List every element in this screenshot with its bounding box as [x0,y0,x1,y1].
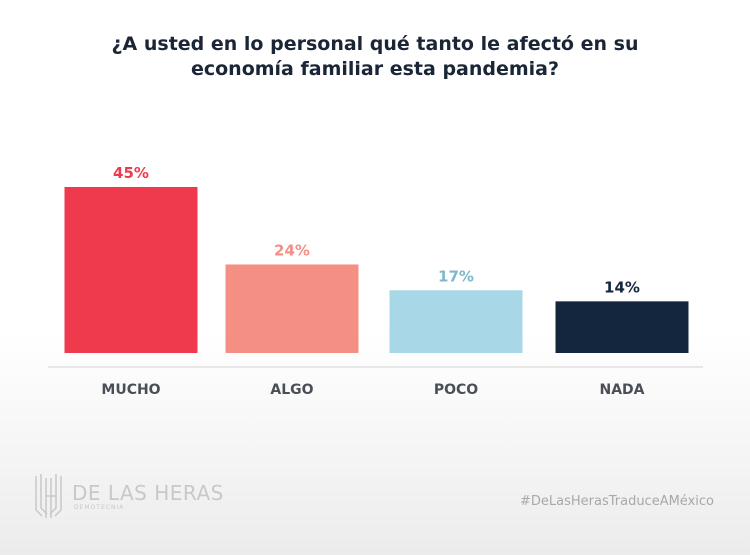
logo-subtitle: DEMOTECNIA [74,503,125,511]
bar-algo [225,264,359,353]
value-label-mucho: 45% [113,164,149,182]
chart-title-line-1: ¿A usted en lo personal qué tanto le afe… [111,33,639,55]
category-label-algo: ALGO [270,382,313,398]
category-label-poco: POCO [434,382,478,398]
bar-nada [555,301,689,353]
value-label-nada: 14% [604,278,640,296]
bar-chart: 45% MUCHO 24% ALGO 17% POCO 14% NADA [48,164,703,398]
hashtag-text: #DeLasHerasTraduceAMéxico [519,494,714,509]
company-logo: DE LAS HERAS DEMOTECNIA [32,470,224,522]
logo-text: DE LAS HERAS DEMOTECNIA [72,482,224,511]
logo-mark-icon [35,474,62,518]
bar-group: 45% MUCHO 24% ALGO 17% POCO 14% NADA [64,164,689,398]
value-label-algo: 24% [274,241,310,259]
logo-name: DE LAS HERAS [72,480,224,505]
chart-title: ¿A usted en lo personal qué tanto le afe… [75,32,675,82]
value-label-poco: 17% [438,267,474,285]
bar-mucho [64,187,198,353]
category-label-nada: NADA [599,382,644,398]
chart-title-line-2: economía familiar esta pandemia? [190,58,560,80]
bar-poco [389,290,523,353]
category-label-mucho: MUCHO [101,382,160,398]
